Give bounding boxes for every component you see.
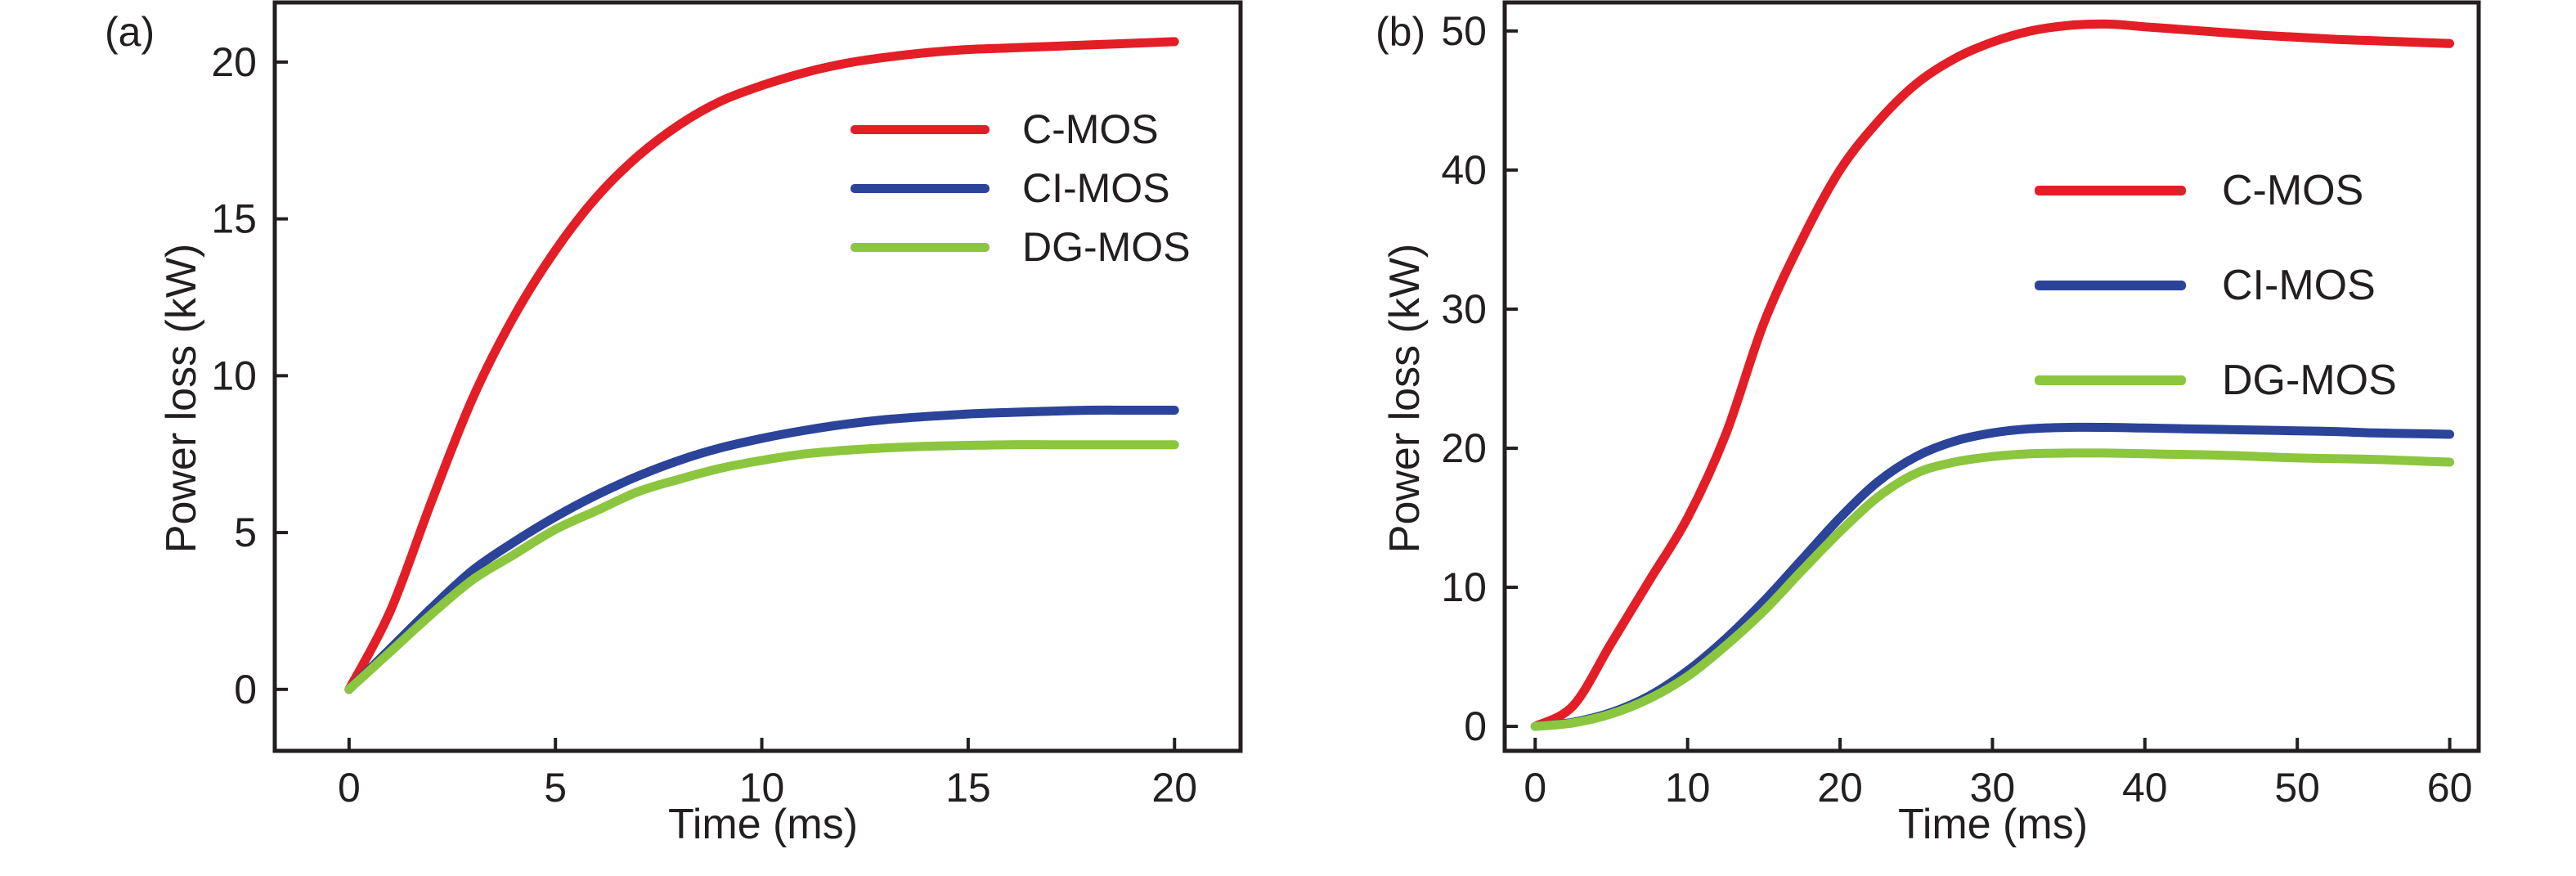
series-line-c-mos-a [344, 37, 1179, 694]
legend-swatch-c-mos [2035, 186, 2186, 195]
legend-label-dg-mos: DG-MOS [2222, 357, 2397, 404]
x-tick-label-b: 10 [1665, 765, 1711, 811]
legend-label-ci-mos: CI-MOS [1022, 165, 1170, 211]
series-line-dg-mos-a [344, 440, 1179, 694]
legend-item-c-mos: C-MOS [2035, 168, 2363, 213]
legend-item-ci-mos: CI-MOS [850, 165, 1170, 211]
y-tick-label-b: 0 [1464, 703, 1487, 749]
x-tick-label-a: 10 [739, 765, 785, 811]
panel-b-tag: (b) [1376, 9, 1426, 55]
x-tick-label-a: 0 [338, 765, 361, 811]
y-axis-title-b: Power loss (kW) [1381, 243, 1429, 554]
x-axis-title-a: Time (ms) [667, 801, 859, 848]
legend-item-dg-mos: DG-MOS [850, 224, 1191, 270]
series-line-dg-mos-b [1530, 448, 2455, 731]
y-tick-label-a: 20 [211, 39, 257, 85]
legend-item-dg-mos: DG-MOS [2035, 357, 2397, 403]
x-tick-label-b: 0 [1524, 765, 1546, 811]
series-line-c-mos-b [1530, 19, 2455, 731]
legend-item-ci-mos: CI-MOS [2035, 263, 2376, 308]
x-tick-label-a: 15 [945, 765, 991, 811]
legend-swatch-c-mos [850, 124, 990, 134]
x-tick-label-b: 50 [2274, 765, 2320, 811]
y-tick-label-b: 10 [1441, 564, 1487, 610]
legend-swatch-dg-mos [850, 242, 990, 252]
legend-label-dg-mos: DG-MOS [1022, 224, 1191, 270]
x-tick-label-b: 30 [1970, 765, 2016, 811]
series-line-ci-mos-a [344, 405, 1179, 694]
y-tick-label-b: 50 [1441, 8, 1487, 54]
legend-item-c-mos: C-MOS [850, 106, 1159, 152]
x-axis-title-b: Time (ms) [1897, 801, 2089, 848]
y-axis-title-a: Power loss (kW) [158, 243, 205, 554]
x-tick-label-b: 60 [2427, 765, 2473, 811]
y-tick-label-a: 10 [211, 353, 257, 398]
y-tick-label-b: 30 [1441, 286, 1487, 332]
legend-swatch-ci-mos [850, 183, 990, 193]
x-tick-label-a: 5 [544, 765, 567, 811]
y-tick-label-a: 15 [211, 196, 257, 242]
panel-a-tag: (a) [105, 9, 155, 55]
y-tick-label-a: 5 [234, 510, 257, 555]
legend-swatch-ci-mos [2035, 281, 2186, 290]
y-tick-label-b: 40 [1441, 147, 1487, 193]
y-tick-label-b: 20 [1441, 425, 1487, 471]
legend-label-c-mos: C-MOS [1022, 106, 1159, 152]
x-tick-label-b: 20 [1817, 765, 1863, 811]
legend-swatch-dg-mos [2035, 375, 2186, 385]
x-tick-label-b: 40 [2122, 765, 2168, 811]
legend-label-ci-mos: CI-MOS [2222, 262, 2376, 309]
legend-label-c-mos: C-MOS [2222, 167, 2364, 214]
x-tick-label-a: 20 [1151, 765, 1197, 811]
y-tick-label-a: 0 [234, 667, 257, 712]
series-line-ci-mos-b [1530, 422, 2455, 731]
